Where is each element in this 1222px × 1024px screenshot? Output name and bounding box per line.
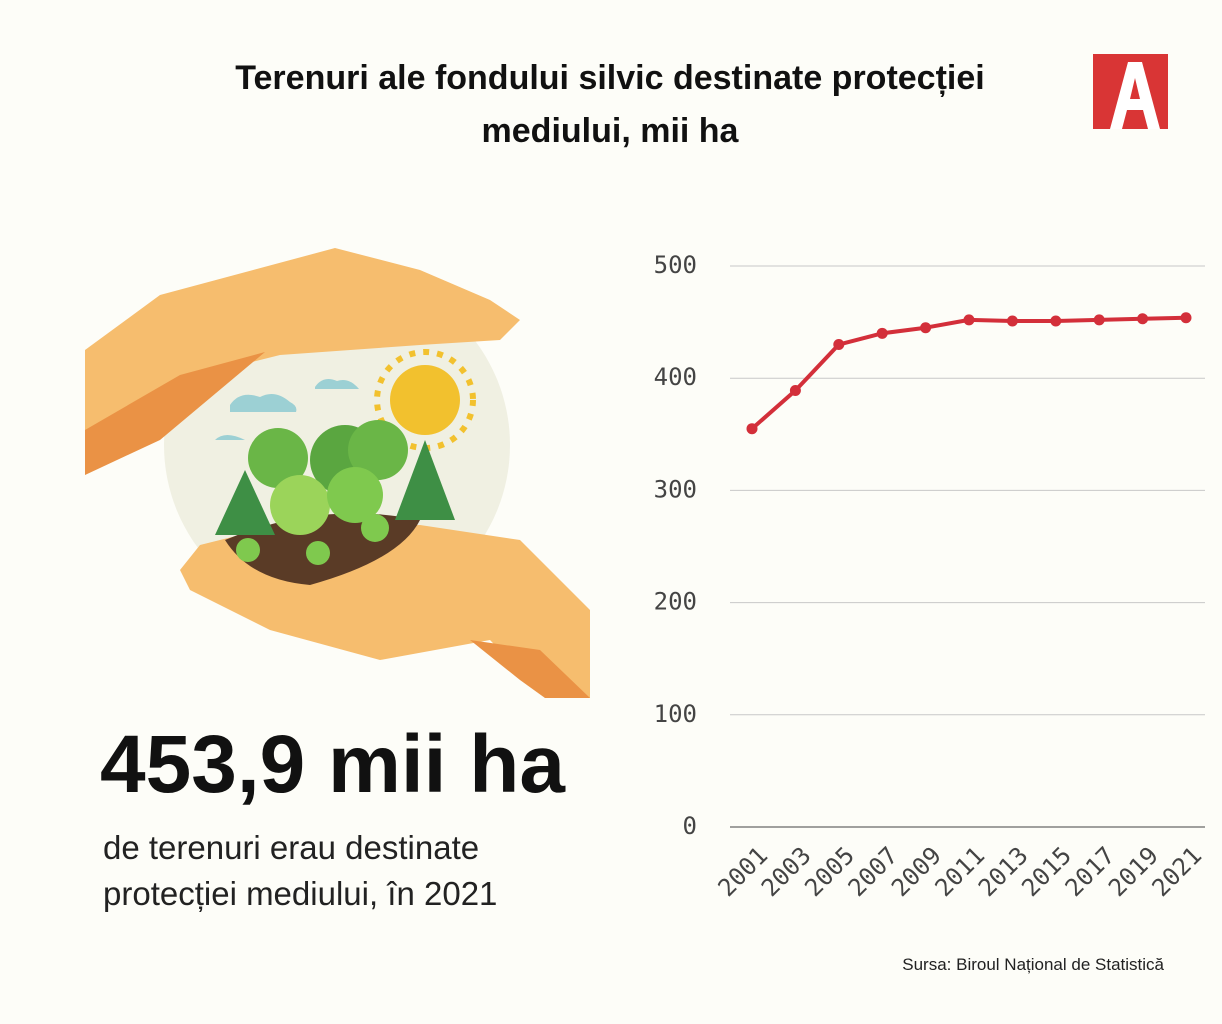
y-tick-label: 200 — [654, 588, 697, 616]
x-tick-label: 2019 — [1103, 841, 1164, 902]
point — [1006, 315, 1018, 327]
x-tick-label: 2007 — [843, 841, 904, 902]
point — [876, 327, 888, 339]
y-tick-label: 400 — [654, 363, 697, 391]
x-tick-label: 2001 — [713, 841, 774, 902]
point — [1180, 312, 1192, 324]
point — [1050, 315, 1062, 327]
source: Sursa: Biroul Național de Statistică — [902, 955, 1164, 974]
point — [1137, 313, 1149, 325]
x-tick-label: 2009 — [886, 841, 947, 902]
line — [750, 315, 1187, 431]
x-tick-label: 2021 — [1147, 841, 1208, 902]
point — [833, 339, 845, 351]
point — [1093, 314, 1105, 326]
point — [920, 322, 932, 334]
x-tick-label: 2003 — [756, 841, 817, 902]
title: Terenuri ale fondului silvic destinate p… — [235, 59, 985, 150]
illustration — [85, 248, 590, 698]
point — [746, 423, 758, 435]
x-tick-label: 2015 — [1016, 841, 1077, 902]
point — [789, 385, 801, 397]
highlight: 453,9 mii ha — [100, 719, 565, 810]
logo — [1093, 54, 1168, 129]
x-tick-label: 2013 — [973, 841, 1034, 902]
y-tick-label: 500 — [654, 251, 697, 279]
y-tick-label: 100 — [654, 700, 697, 728]
highlight-caption: de terenuri erau destinate protecției me… — [103, 829, 498, 912]
x-tick-label: 2011 — [930, 841, 991, 902]
y-tick-label: 300 — [654, 475, 697, 503]
x-tick-label: 2005 — [799, 841, 860, 902]
y-tick-label: 0 — [683, 812, 697, 840]
point — [963, 314, 975, 326]
x-tick-label: 2017 — [1060, 841, 1121, 902]
